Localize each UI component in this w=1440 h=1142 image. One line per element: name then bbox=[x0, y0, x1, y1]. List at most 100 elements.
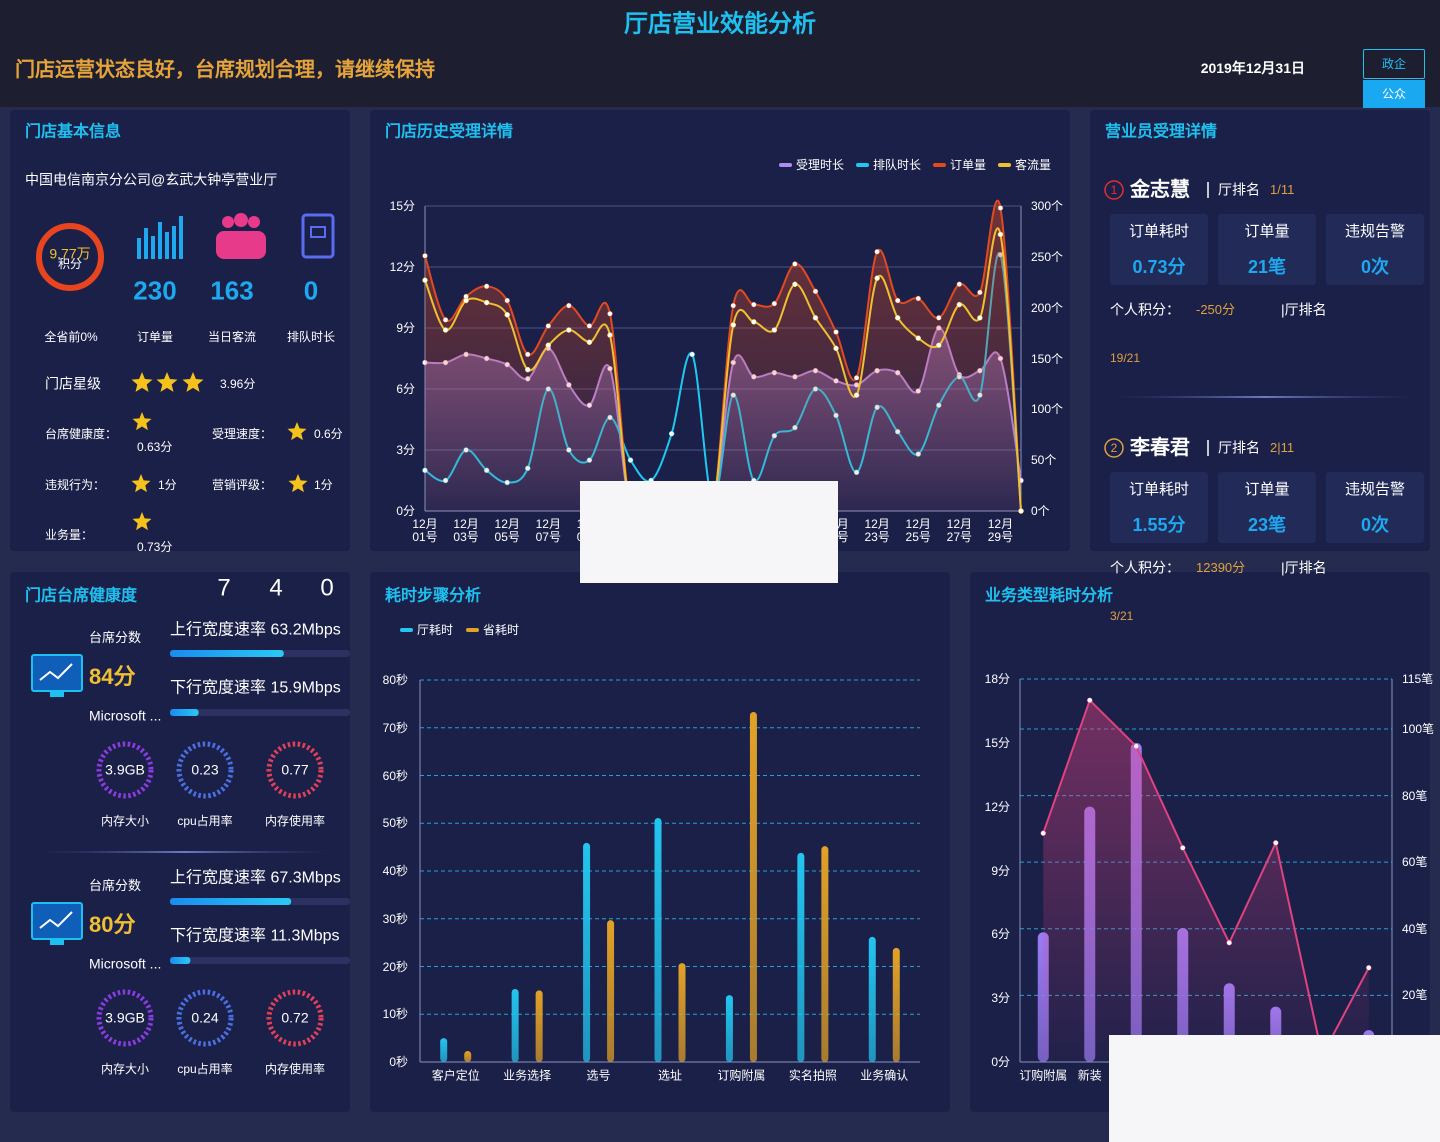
gauge-label: 内存大小 bbox=[100, 1061, 150, 1076]
rate-label: 上行宽度速率 67.3Mbps bbox=[170, 869, 341, 887]
point bbox=[915, 295, 921, 302]
point bbox=[874, 249, 880, 255]
rating-label: 营销评级： bbox=[212, 477, 273, 492]
point bbox=[668, 430, 675, 437]
y-tick-label: 0秒 bbox=[389, 1054, 408, 1069]
point bbox=[1273, 840, 1279, 846]
y-tick-label: 0分 bbox=[991, 1054, 1010, 1069]
tab[interactable]: 政企 bbox=[1363, 49, 1425, 79]
gauge-value: 0.23 bbox=[191, 761, 219, 778]
metric-value: 21笔 bbox=[1247, 257, 1287, 278]
point bbox=[853, 392, 860, 398]
metric-value: 1.55分 bbox=[1132, 515, 1186, 536]
point bbox=[997, 231, 1004, 238]
y-tick-label: 15分 bbox=[389, 198, 415, 213]
rate-label: 下行宽度速率 15.9Mbps bbox=[170, 679, 341, 697]
y2-tick-label: 60笔 bbox=[1402, 854, 1428, 869]
x-tick-label: 客户定位 bbox=[431, 1068, 480, 1083]
header-bar bbox=[0, 0, 1440, 107]
point bbox=[812, 288, 819, 295]
rate-bar bbox=[170, 957, 191, 964]
point bbox=[956, 301, 963, 308]
x-tick-label: 新装 bbox=[1077, 1068, 1102, 1083]
rank-label: |厅排名 bbox=[1281, 559, 1327, 576]
x-tick-label: 12月 03号 bbox=[453, 517, 479, 544]
legend-label: 客流量 bbox=[1015, 157, 1052, 172]
point bbox=[525, 351, 531, 358]
star bbox=[156, 372, 178, 392]
y-tick-label: 9分 bbox=[991, 863, 1010, 878]
x-tick-label: 订购附属 bbox=[717, 1068, 766, 1083]
tab[interactable]: 公众 bbox=[1363, 80, 1425, 108]
point bbox=[977, 289, 983, 296]
metric-label: 订单量 bbox=[1244, 223, 1290, 240]
metric-value: 0次 bbox=[1360, 257, 1390, 278]
rate-bar bbox=[170, 709, 199, 716]
points: 12390分 bbox=[1196, 560, 1246, 576]
star-label: 门店星级 bbox=[45, 375, 101, 392]
y-tick-label: 20秒 bbox=[382, 959, 408, 974]
point bbox=[463, 297, 469, 304]
y2-tick-label: 80笔 bbox=[1402, 788, 1428, 803]
x-tick-label: 12月 27号 bbox=[946, 517, 973, 544]
rate-bar bbox=[170, 650, 284, 657]
point bbox=[874, 275, 880, 281]
y2-tick-label: 20笔 bbox=[1402, 988, 1428, 1003]
rank-badge bbox=[1104, 180, 1124, 200]
metric-box bbox=[1110, 472, 1208, 543]
gauge-ring bbox=[266, 989, 324, 1047]
point bbox=[997, 205, 1004, 211]
bar bbox=[868, 936, 876, 1062]
points-label: 个人积分： bbox=[1110, 559, 1180, 576]
legend-label: 厅耗时 bbox=[417, 622, 454, 637]
subtitle: 门店运营状态良好，台席规划合理，请继续保持 bbox=[15, 59, 435, 81]
rank-number: 1 bbox=[1110, 182, 1118, 197]
star-score: 3.96分 bbox=[220, 376, 256, 391]
rating-star bbox=[132, 512, 152, 531]
x-tick-label: 实名拍照 bbox=[788, 1068, 837, 1083]
point bbox=[894, 315, 901, 321]
y-tick-label: 6分 bbox=[396, 381, 415, 396]
point bbox=[586, 323, 593, 329]
y2-tick-label: 115笔 bbox=[1402, 671, 1434, 686]
points: 9.77万 bbox=[49, 245, 91, 262]
point bbox=[504, 312, 510, 318]
metric-value: 23笔 bbox=[1247, 515, 1287, 536]
rating-star bbox=[131, 474, 151, 493]
point bbox=[1133, 743, 1139, 750]
point bbox=[730, 302, 737, 309]
y-tick-label: 50秒 bbox=[382, 816, 408, 831]
legend-swatch bbox=[779, 163, 792, 167]
point bbox=[936, 315, 942, 321]
x-tick-label: 业务选择 bbox=[503, 1068, 552, 1083]
metric-value: 0.73分 bbox=[1132, 257, 1186, 278]
point bbox=[894, 297, 901, 304]
metric-box bbox=[1326, 214, 1424, 285]
bar bbox=[607, 920, 615, 1062]
y-tick-label: 70秒 bbox=[382, 720, 408, 735]
x-tick-label: 12月 05号 bbox=[494, 517, 520, 544]
y-tick-label: 40秒 bbox=[382, 863, 408, 878]
point bbox=[1087, 697, 1093, 704]
rate-label: 上行宽度速率 63.2Mbps bbox=[170, 621, 341, 639]
metric-box bbox=[1110, 214, 1208, 285]
point bbox=[792, 261, 798, 267]
metric-label: 违规告警 bbox=[1344, 223, 1406, 240]
point bbox=[853, 375, 860, 381]
rating-label: 台席健康度： bbox=[45, 426, 118, 441]
y-tick-label: 12分 bbox=[984, 799, 1010, 814]
x-tick-label: 12月 25号 bbox=[905, 517, 931, 544]
x-tick-label: 12月 01号 bbox=[412, 517, 438, 544]
divider bbox=[40, 851, 330, 853]
metric-label: 订单耗时 bbox=[1128, 223, 1190, 240]
legend-label: 订单量 bbox=[950, 157, 987, 172]
point bbox=[833, 329, 839, 335]
point bbox=[771, 327, 778, 333]
hall-rank: 19/21 bbox=[1110, 350, 1141, 365]
y2-tick-label: 100笔 bbox=[1402, 721, 1435, 736]
count: 7 bbox=[217, 574, 231, 602]
rating-score: 1分 bbox=[158, 477, 177, 492]
metric-label: 订单耗时 bbox=[1128, 481, 1190, 498]
